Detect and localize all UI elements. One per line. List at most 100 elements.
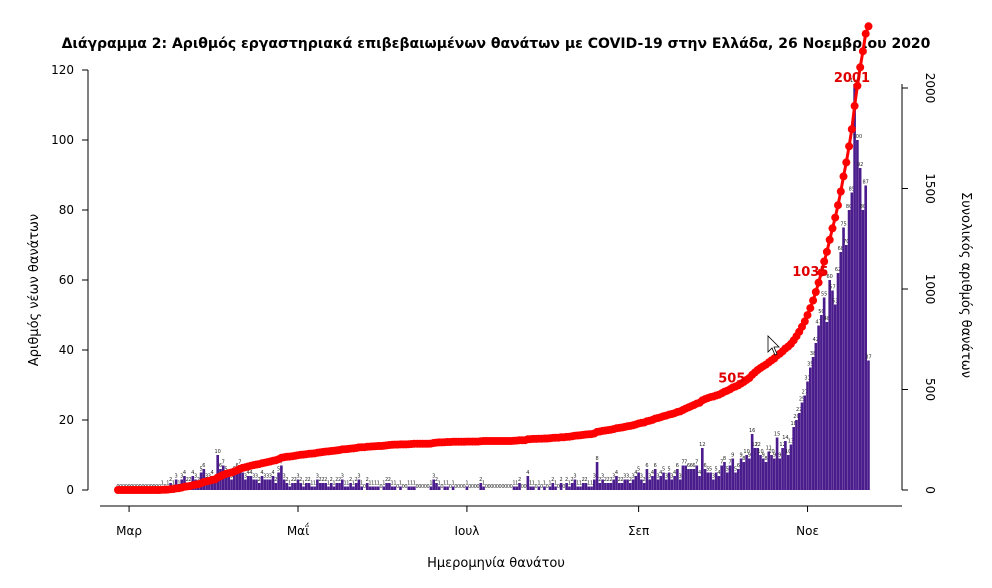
bar [313, 486, 316, 490]
bar [288, 486, 292, 490]
bar-label: 9 [748, 453, 751, 459]
bar-label: 92 [857, 162, 863, 168]
bar-label: 5 [662, 467, 665, 473]
bar [601, 479, 604, 490]
cumulative-point [831, 213, 840, 222]
y-tick-label: 40 [59, 343, 74, 357]
y2-tick-label: 2000 [923, 73, 937, 104]
bar [645, 469, 649, 490]
bar [410, 486, 413, 490]
cumulative-line [118, 25, 870, 492]
bar-label: 1 [543, 481, 546, 487]
bar-label: 37 [865, 355, 871, 361]
cumulative-point [825, 235, 834, 244]
bar-label: 12 [752, 442, 758, 448]
bar [626, 479, 629, 490]
bar-label: 2 [307, 477, 310, 483]
bar-label: 6 [645, 463, 648, 469]
bar [559, 483, 563, 490]
bar-label: 5 [709, 467, 712, 473]
bar-label: 1 [391, 481, 394, 487]
cumulative-point [836, 187, 845, 196]
bar [282, 479, 286, 490]
bar-label: 1 [368, 481, 371, 487]
cumulative-annotation: 505 [718, 371, 745, 386]
bar [770, 455, 773, 490]
bar-label: 4 [634, 470, 637, 476]
bar-label: 3 [612, 474, 615, 480]
bar-label: 7 [222, 460, 225, 466]
bar-label: 0 [460, 484, 463, 490]
bar [299, 483, 303, 490]
bar-label: 3 [665, 474, 668, 480]
bar-label: 0 [457, 484, 460, 490]
bar [709, 472, 712, 490]
bar-label: 0 [449, 484, 452, 490]
bar-label: 4 [698, 470, 701, 476]
bar-label: 4 [191, 470, 194, 476]
x-tick-label: Μαρ [116, 524, 142, 538]
bar-label: 0 [424, 484, 427, 490]
bar [255, 479, 258, 490]
bar [797, 413, 801, 490]
bar-label: 2 [319, 477, 322, 483]
bar-label: 2 [388, 477, 391, 483]
bar-label: 47 [815, 320, 821, 326]
bar-label: 3 [670, 474, 673, 480]
bar-label: 1 [537, 481, 540, 487]
bar [717, 476, 721, 490]
bar-label: 1 [377, 481, 380, 487]
bar [800, 402, 804, 490]
bar-label: 53 [832, 299, 838, 305]
bar-label: 87 [863, 180, 869, 186]
bar-label: 6 [737, 463, 740, 469]
bar [551, 483, 555, 490]
bar-label: 3 [626, 474, 629, 480]
bar [587, 486, 591, 490]
bar [742, 462, 746, 490]
bar [579, 486, 582, 490]
bar [565, 483, 568, 490]
bar [753, 448, 757, 490]
bar [604, 483, 607, 490]
bar-label: 2 [584, 477, 587, 483]
bar-label: 4 [673, 470, 676, 476]
bar-label: 4 [717, 470, 720, 476]
bar [296, 479, 300, 490]
bar-label: 0 [379, 484, 382, 490]
x-axis-ticks: Μαρ Μαΐ Ιουλ Σεπ Νοε [116, 506, 819, 538]
bar-label: 2 [518, 477, 521, 483]
x-tick-label: Ιουλ [454, 524, 479, 538]
bar-label: 116 [850, 78, 860, 84]
bar-label: 9 [762, 453, 765, 459]
bar [847, 210, 851, 490]
bar [532, 486, 535, 490]
bar-label: 3 [656, 474, 659, 480]
bar-label: 5 [734, 467, 737, 473]
bar-label: 2 [479, 477, 482, 483]
bar-label: 3 [573, 474, 576, 480]
bar [687, 469, 690, 490]
bar [759, 455, 762, 490]
bar [213, 483, 217, 490]
bar [324, 483, 328, 490]
bar [329, 483, 333, 490]
bar [609, 483, 613, 490]
bar-label: 7 [684, 460, 687, 466]
bar-label: 13 [788, 439, 794, 445]
bar-label: 5 [715, 467, 718, 473]
y-tick-label: 60 [59, 273, 74, 287]
cumulative-point [803, 311, 812, 320]
bar [820, 315, 823, 490]
bar-label: 7 [238, 460, 241, 466]
bar-label: 0 [487, 484, 490, 490]
bar-label: 1 [399, 481, 402, 487]
bar [407, 486, 411, 490]
bar [435, 483, 438, 490]
y2-tick-label: 0 [923, 486, 937, 494]
bar-label: 42 [813, 337, 819, 343]
bar-label: 1 [438, 481, 441, 487]
bar [285, 483, 289, 490]
bar [692, 469, 696, 490]
